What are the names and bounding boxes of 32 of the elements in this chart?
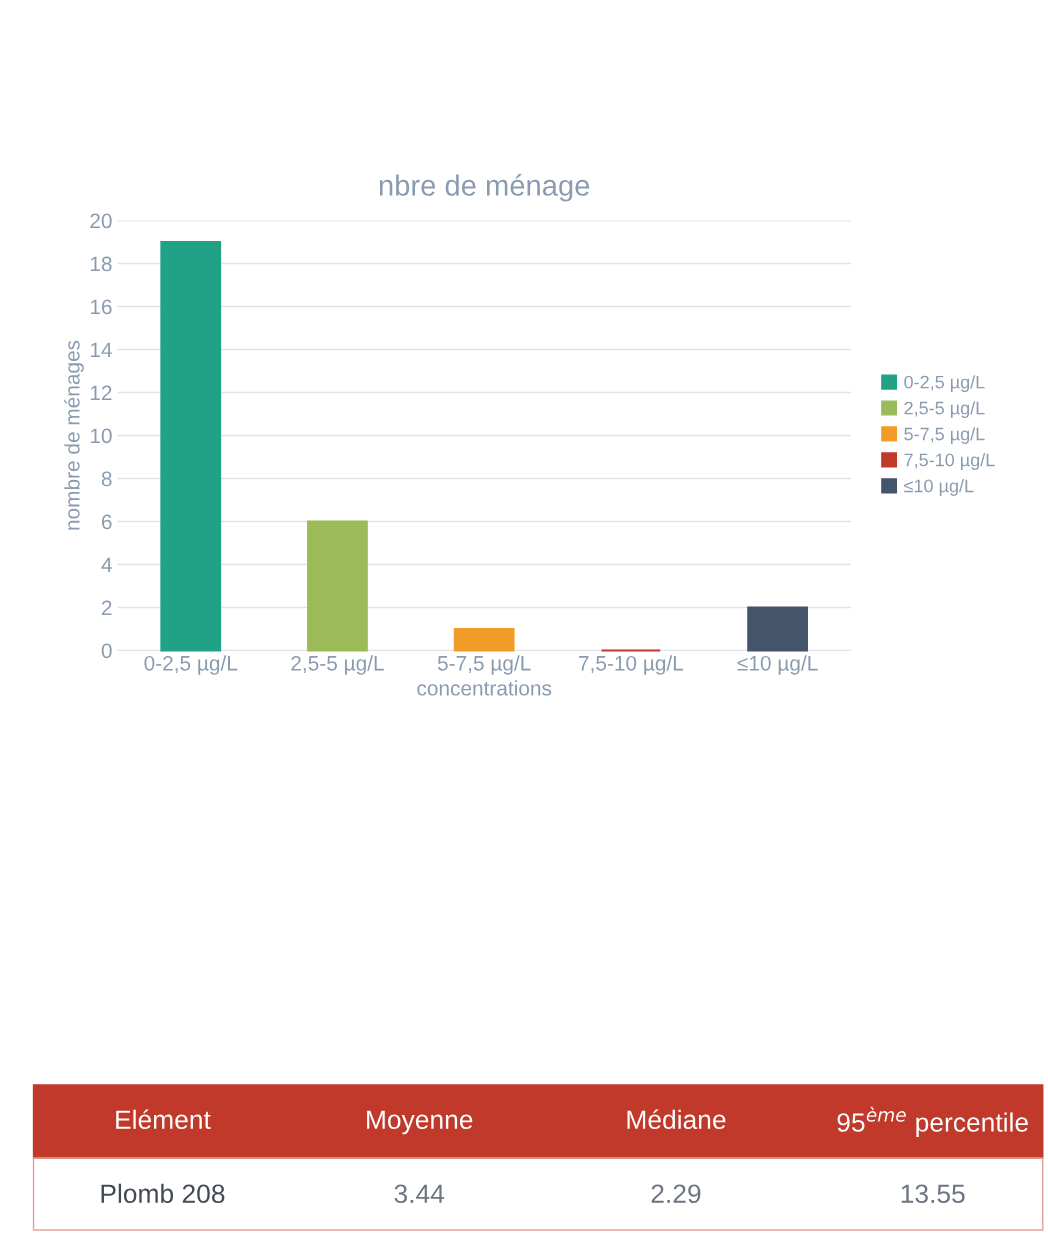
y-tick-label: 10 xyxy=(90,428,112,444)
y-tick-label: 16 xyxy=(90,299,112,315)
y-tick-label: 6 xyxy=(101,514,112,530)
text: Elément xyxy=(116,1109,211,1130)
y-tick-label: 4 xyxy=(101,557,112,573)
text: 2.29 xyxy=(651,1184,701,1204)
text: Plomb 208 xyxy=(101,1183,225,1204)
y-axis-title: nombre de ménages xyxy=(64,340,84,530)
y-tick-label: 8 xyxy=(101,471,112,487)
legend-label: 5-7,5 µg/L xyxy=(904,427,985,444)
y-tick-label: 12 xyxy=(90,385,112,401)
text: Moyenne xyxy=(367,1110,473,1135)
chart-title: nbre de ménage xyxy=(379,174,590,202)
x-tick-label: 2,5-5 µg/L xyxy=(291,655,384,675)
legend-label: 0-2,5 µg/L xyxy=(904,375,985,393)
x-tick-label: 5-7,5 µg/L xyxy=(437,655,531,675)
x-axis-title: concentrations xyxy=(417,680,552,696)
y-tick-label: 2 xyxy=(101,600,112,616)
text: 13.55 xyxy=(901,1184,965,1204)
x-tick-label: 7,5-10 µg/L xyxy=(579,655,684,675)
text: 3.44 xyxy=(394,1184,445,1204)
x-tick-label: 0-2,5 µg/L xyxy=(144,655,238,675)
legend-label: ≤10 µg/L xyxy=(904,479,974,496)
x-tick-label: ≤10 µg/L xyxy=(737,655,818,675)
y-tick-label: 18 xyxy=(90,256,112,272)
y-tick-label: 14 xyxy=(90,342,112,358)
text: Médiane xyxy=(627,1109,726,1130)
legend-label: 2,5-5 µg/L xyxy=(904,401,985,419)
text: 95$^{ème}$ percentile xyxy=(837,1106,1028,1138)
y-tick-label: 20 xyxy=(90,213,112,229)
legend-label: 7,5-10 µg/L xyxy=(904,453,995,470)
y-tick-label: 0 xyxy=(101,643,112,659)
